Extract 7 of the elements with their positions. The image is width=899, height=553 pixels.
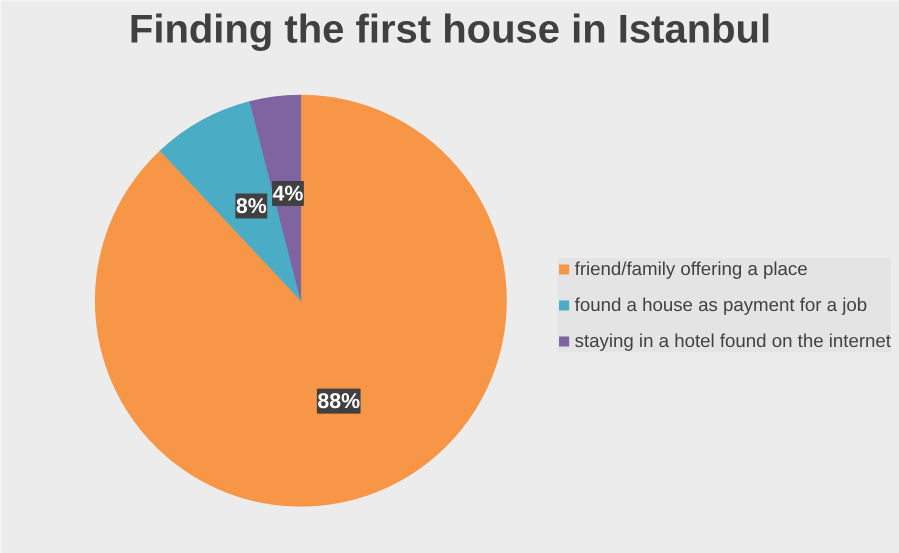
data-label: 88% [317,389,360,414]
chart-title: Finding the first house in Istanbul [128,8,772,52]
data-label: 4% [272,181,304,206]
data-label: 8% [236,194,267,218]
legend-label: staying in a hotel found on the internet [574,330,891,352]
legend-label: found a house as payment for a job [574,294,868,316]
legend-label: friend/family offering a place [574,258,808,280]
